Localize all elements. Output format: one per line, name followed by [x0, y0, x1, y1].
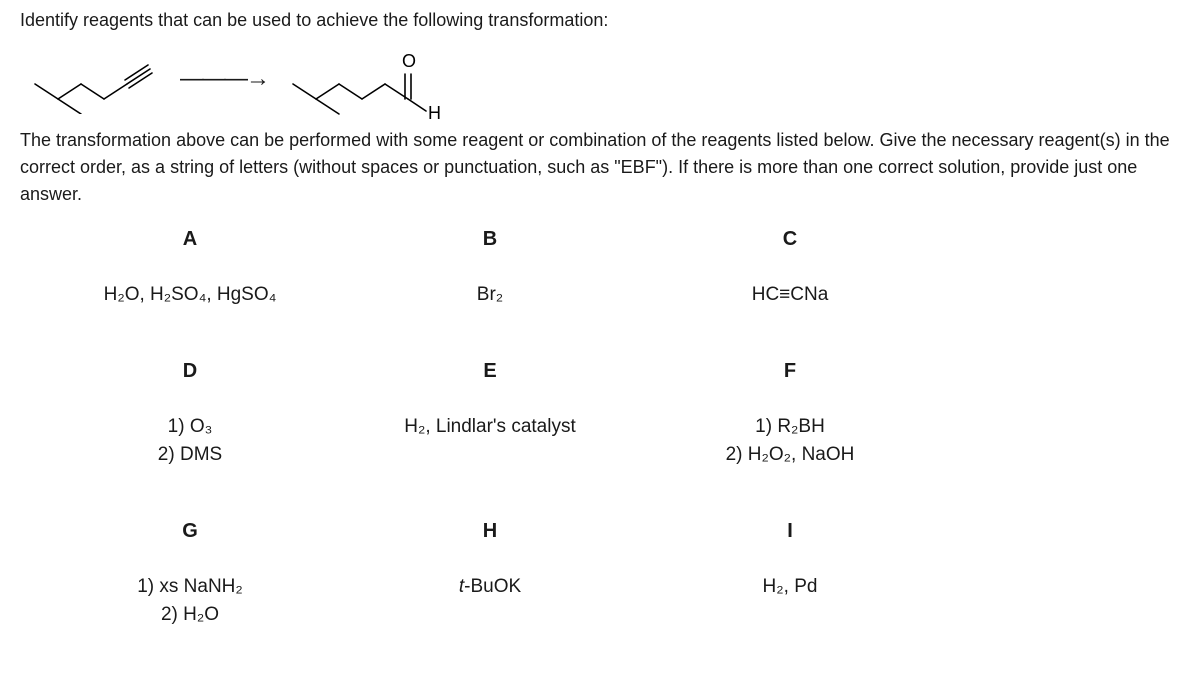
- reagent-letter: I: [650, 520, 930, 543]
- oxygen-label: O: [402, 51, 416, 71]
- reagent-letter: G: [50, 520, 330, 543]
- reagent-content: Br₂: [350, 281, 630, 310]
- reaction-arrow: ———→: [180, 65, 268, 93]
- reagent-letter: F: [650, 360, 930, 383]
- reagent-content: H₂O, H₂SO₄, HgSO₄: [50, 281, 330, 310]
- reagent-g: G 1) xs NaNH₂ 2) H₂O: [50, 520, 330, 630]
- reagent-f: F 1) R₂BH 2) H₂O₂, NaOH: [650, 360, 930, 470]
- reagent-content: H₂, Lindlar's catalyst: [350, 413, 630, 442]
- reagent-h: H t-BuOK: [350, 520, 630, 630]
- starting-material-structure: [30, 44, 160, 114]
- description-text: The transformation above can be performe…: [20, 127, 1180, 208]
- instruction-text: Identify reagents that can be used to ac…: [20, 10, 1180, 31]
- reaction-scheme: ———→ O H: [20, 39, 1180, 119]
- reagent-b: B Br₂: [350, 228, 630, 310]
- reagent-content: H₂, Pd: [650, 573, 930, 602]
- reagent-content: HC≡CNa: [650, 281, 930, 310]
- reagent-content: 1) O₃ 2) DMS: [50, 413, 330, 470]
- reagent-c: C HC≡CNa: [650, 228, 930, 310]
- reagent-letter: E: [350, 360, 630, 383]
- reagent-content: t-BuOK: [350, 573, 630, 602]
- reagent-letter: C: [650, 228, 930, 251]
- reagent-content: 1) xs NaNH₂ 2) H₂O: [50, 573, 330, 630]
- reagent-letter: B: [350, 228, 630, 251]
- reagent-letter: A: [50, 228, 330, 251]
- reagent-grid: A H₂O, H₂SO₄, HgSO₄ B Br₂ C HC≡CNa D 1) …: [20, 228, 1180, 630]
- hydrogen-label: H: [428, 103, 441, 119]
- reagent-e: E H₂, Lindlar's catalyst: [350, 360, 630, 470]
- reagent-letter: D: [50, 360, 330, 383]
- reagent-content: 1) R₂BH 2) H₂O₂, NaOH: [650, 413, 930, 470]
- reagent-d: D 1) O₃ 2) DMS: [50, 360, 330, 470]
- product-structure: O H: [288, 39, 458, 119]
- reagent-a: A H₂O, H₂SO₄, HgSO₄: [50, 228, 330, 310]
- reagent-i: I H₂, Pd: [650, 520, 930, 630]
- reagent-letter: H: [350, 520, 630, 543]
